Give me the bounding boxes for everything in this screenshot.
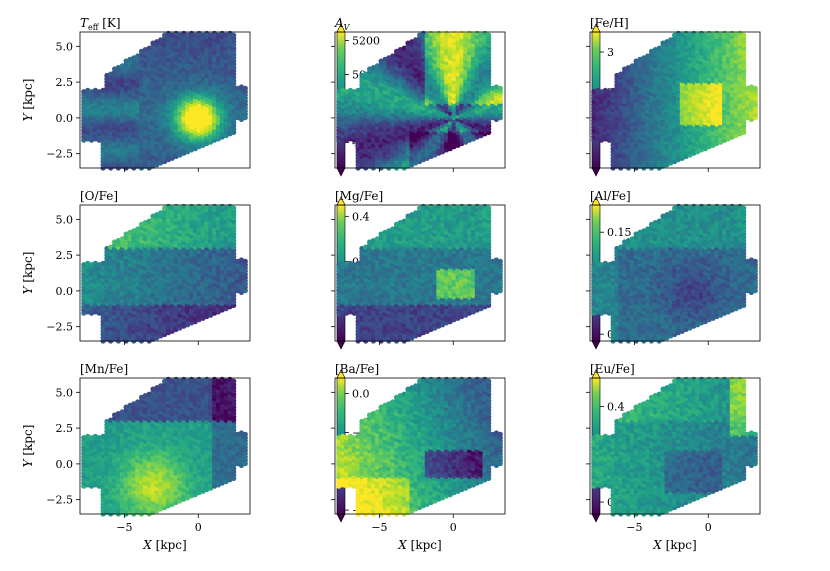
y-tick-label: −2.5 [46, 148, 73, 161]
hex-cell [115, 65, 121, 71]
hex-cell [497, 85, 503, 91]
panel-ofe: [O/Fe]5.02.50.0−2.5Y [kpc]0.00.20.4 [21, 189, 370, 350]
hex-cell [81, 89, 87, 95]
colorbar-tick-label: 3 [607, 46, 614, 59]
hexbin-cells [81, 30, 248, 171]
hex-cell [131, 55, 137, 61]
y-tick-label: 2.5 [56, 76, 74, 89]
hex-cell [142, 47, 148, 53]
colorbar-extend-bottom [336, 167, 346, 177]
hex-cell [150, 40, 156, 46]
colorbar-extend-bottom [591, 167, 601, 177]
hex-cell [123, 58, 129, 64]
hexbin-cells [336, 30, 503, 171]
hex-cell [88, 89, 95, 95]
hex-cell [231, 32, 237, 38]
hex-cell [158, 37, 164, 43]
panel-title: AV [334, 16, 351, 32]
y-axis-label: Y [kpc] [21, 79, 35, 122]
panel-teff: Teff [K]5.02.50.0−2.5Y [kpc]460048005000… [21, 16, 380, 177]
colorbar-tick-label: 5200 [352, 35, 380, 48]
hex-cell [242, 85, 248, 91]
panel-title: [Fe/H] [590, 16, 629, 30]
hex-cell [96, 89, 102, 95]
y-tick-label: 5.0 [56, 40, 74, 53]
y-tick-label: 0.0 [56, 112, 74, 125]
hexbin-cells [591, 30, 758, 171]
panel-feh: [Fe/H]−0.4−0.2 [586, 16, 761, 172]
hex-cell [486, 32, 492, 38]
hex-cell [741, 32, 747, 38]
hex-cell [108, 71, 114, 77]
hex-cell [752, 85, 758, 91]
panel-title: Teff [K] [80, 16, 121, 32]
hexbin-cells [81, 203, 248, 344]
